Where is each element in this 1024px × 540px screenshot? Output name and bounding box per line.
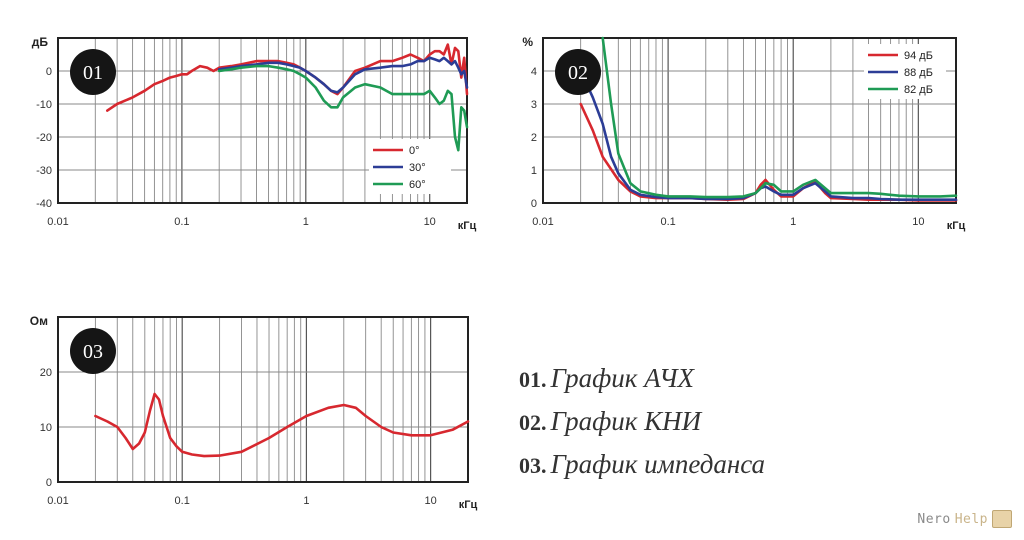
caption-text: График КНИ <box>550 406 702 436</box>
chart-1: 0 -10 -20 -30 -40 0.01 0.1 1 10 дБ кГц 01 0° 30° 60° <box>32 35 477 232</box>
x-axis-label: кГц <box>458 220 477 232</box>
badge-label: 03 <box>83 341 103 363</box>
chart-caption-list: 01. График АЧХ 02. График КНИ 03. График им… <box>519 360 765 489</box>
badge-circle <box>70 49 116 95</box>
series-line-1 <box>106 43 469 112</box>
chart-2: 0 1 2 3 4 0.01 0.1 1 10% кГц 02 94 дБ 88 дБ 82 дБ <box>522 35 965 232</box>
caption-row-3: 03. График импеданса <box>519 446 765 489</box>
series-legend: 0° 30° 60° <box>369 139 451 194</box>
legend-entry: 94 дБ <box>904 50 933 62</box>
x-axis-label: кГц <box>459 499 478 511</box>
watermark: Nero Help <box>917 510 1012 528</box>
watermark-part2: Help <box>954 511 988 527</box>
series-line-1 <box>94 392 470 458</box>
caption-row-1: 01. График АЧХ <box>519 360 765 403</box>
caption-number: 01. <box>519 367 547 392</box>
legend-entry: 60° <box>409 179 426 191</box>
x-axis-label: кГц <box>947 220 966 232</box>
x-tick-label: 1 <box>303 495 309 507</box>
x-tick-label: 0.01 <box>532 216 553 228</box>
plot-frame <box>542 37 957 204</box>
legend-entry: 88 дБ <box>904 67 933 79</box>
legend-entry: 30° <box>409 162 426 174</box>
x-tick-label: 10 <box>424 495 436 507</box>
plot-frame <box>57 316 469 483</box>
y-tick-label: 3 <box>531 99 537 111</box>
caption-text: График АЧХ <box>550 363 695 393</box>
series-line-3 <box>601 36 958 199</box>
legend-entry: 82 дБ <box>904 84 933 96</box>
y-axis-label: % <box>522 35 533 49</box>
series-legend: 94 дБ 88 дБ 82 дБ <box>864 44 946 99</box>
x-tick-label: 0.1 <box>174 216 189 228</box>
y-tick-label: 20 <box>40 367 52 379</box>
series-line-3 <box>217 64 469 152</box>
y-axis-label: Ом <box>30 314 48 328</box>
y-tick-label: 0 <box>46 66 52 78</box>
series-line-2 <box>217 56 469 94</box>
caption-number: 03. <box>519 453 547 478</box>
y-tick-label: -40 <box>36 198 52 210</box>
x-tick-label: 1 <box>303 216 309 228</box>
x-tick-label: 10 <box>912 216 924 228</box>
x-tick-label: 10 <box>424 216 436 228</box>
series-line-1 <box>579 102 958 202</box>
badge-circle <box>70 328 116 374</box>
y-tick-label: -30 <box>36 165 52 177</box>
badge-label: 01 <box>83 62 103 84</box>
x-tick-label: 0.01 <box>47 216 68 228</box>
legend-entry: 0° <box>409 145 420 157</box>
y-tick-label: -10 <box>36 99 52 111</box>
badge-circle <box>555 49 601 95</box>
y-tick-label: 1 <box>531 165 537 177</box>
watermark-part1: Nero <box>917 511 951 527</box>
badge-label: 02 <box>568 62 588 84</box>
y-tick-label: -20 <box>36 132 52 144</box>
watermark-logo-icon <box>992 510 1012 528</box>
y-tick-label: 0 <box>531 198 537 210</box>
y-axis-label: дБ <box>32 35 49 49</box>
y-tick-label: 10 <box>40 422 52 434</box>
y-tick-label: 2 <box>531 132 537 144</box>
caption-row-2: 02. График КНИ <box>519 403 765 446</box>
y-tick-label: 4 <box>531 66 537 78</box>
x-tick-label: 0.1 <box>175 495 190 507</box>
x-tick-label: 0.01 <box>47 495 68 507</box>
chart-3: 0 10 20 0.01 0.1 1 10 Ом кГц 03 <box>30 314 478 511</box>
x-tick-label: 1 <box>790 216 796 228</box>
y-tick-label: 0 <box>46 477 52 489</box>
x-tick-label: 0.1 <box>660 216 675 228</box>
caption-text: График импеданса <box>550 449 766 479</box>
caption-number: 02. <box>519 410 547 435</box>
